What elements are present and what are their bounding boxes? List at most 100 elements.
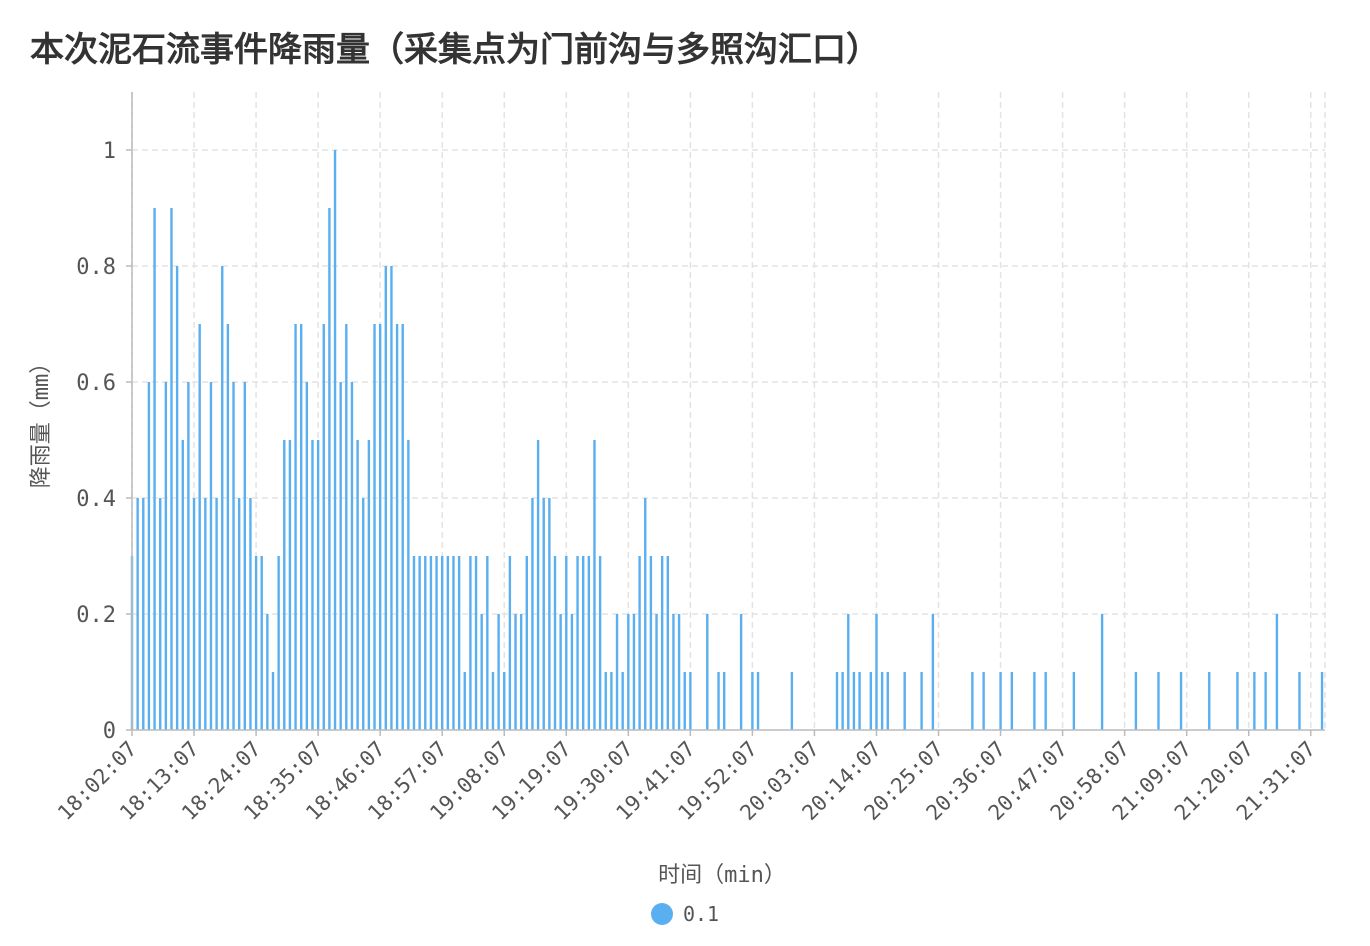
bar[interactable] xyxy=(373,324,376,730)
bar[interactable] xyxy=(356,440,359,730)
bar[interactable] xyxy=(424,556,427,730)
bar[interactable] xyxy=(931,614,935,730)
bar[interactable] xyxy=(452,556,455,730)
bar[interactable] xyxy=(288,440,292,730)
bar[interactable] xyxy=(1208,672,1211,730)
bar[interactable] xyxy=(181,440,184,730)
bar[interactable] xyxy=(570,614,574,730)
bar[interactable] xyxy=(159,498,162,730)
bar[interactable] xyxy=(260,556,263,730)
bar[interactable] xyxy=(1134,672,1138,730)
bar[interactable] xyxy=(514,614,517,730)
bar[interactable] xyxy=(660,556,664,730)
bar[interactable] xyxy=(790,672,794,730)
legend[interactable]: 0.1 xyxy=(0,902,1370,926)
bar[interactable] xyxy=(271,672,275,730)
bar[interactable] xyxy=(1298,672,1301,730)
bar[interactable] xyxy=(723,672,726,730)
bar[interactable] xyxy=(457,556,461,730)
bar[interactable] xyxy=(1264,672,1267,730)
bar[interactable] xyxy=(333,150,337,730)
bar[interactable] xyxy=(756,672,760,730)
bar[interactable] xyxy=(920,672,923,730)
bar[interactable] xyxy=(300,324,303,730)
bar[interactable] xyxy=(226,324,230,730)
bar[interactable] xyxy=(1100,614,1104,730)
bar[interactable] xyxy=(869,672,873,730)
bar[interactable] xyxy=(503,672,506,730)
bar[interactable] xyxy=(322,324,325,730)
bar[interactable] xyxy=(1179,672,1183,730)
bar[interactable] xyxy=(553,556,557,730)
bar[interactable] xyxy=(751,672,754,730)
bar[interactable] xyxy=(717,672,720,730)
bar[interactable] xyxy=(237,498,241,730)
bar[interactable] xyxy=(390,266,393,730)
bar[interactable] xyxy=(683,672,686,730)
bar[interactable] xyxy=(412,556,416,730)
bar[interactable] xyxy=(903,672,906,730)
bar[interactable] xyxy=(508,556,512,730)
bar[interactable] xyxy=(525,556,528,730)
bar[interactable] xyxy=(345,324,348,730)
bar[interactable] xyxy=(638,556,641,730)
bar[interactable] xyxy=(1072,672,1076,730)
bar[interactable] xyxy=(542,498,545,730)
bar[interactable] xyxy=(598,556,602,730)
bar[interactable] xyxy=(418,556,421,730)
bar[interactable] xyxy=(407,440,410,730)
bar[interactable] xyxy=(480,614,483,730)
bar[interactable] xyxy=(604,672,607,730)
bar[interactable] xyxy=(243,382,246,730)
bar[interactable] xyxy=(576,556,579,730)
bar[interactable] xyxy=(294,324,297,730)
bar[interactable] xyxy=(999,672,1002,730)
bar[interactable] xyxy=(649,556,653,730)
bar[interactable] xyxy=(1320,672,1324,730)
bar[interactable] xyxy=(350,382,354,730)
bar[interactable] xyxy=(689,672,692,730)
bar[interactable] xyxy=(463,672,466,730)
bar[interactable] xyxy=(362,498,365,730)
bar[interactable] xyxy=(1253,672,1256,730)
bar[interactable] xyxy=(435,556,438,730)
bar[interactable] xyxy=(187,382,190,730)
bar[interactable] xyxy=(875,614,878,730)
bar[interactable] xyxy=(841,672,844,730)
bar[interactable] xyxy=(215,498,218,730)
bar[interactable] xyxy=(531,498,534,730)
bar[interactable] xyxy=(142,498,145,730)
bar[interactable] xyxy=(469,556,472,730)
bar[interactable] xyxy=(153,208,156,730)
bar[interactable] xyxy=(615,614,619,730)
bar[interactable] xyxy=(209,382,213,730)
bar[interactable] xyxy=(401,324,404,730)
bar[interactable] xyxy=(971,672,974,730)
bar[interactable] xyxy=(1010,672,1014,730)
bar[interactable] xyxy=(147,382,151,730)
bar[interactable] xyxy=(491,672,495,730)
bar[interactable] xyxy=(1236,672,1239,730)
bar[interactable] xyxy=(655,614,658,730)
bar[interactable] xyxy=(627,614,630,730)
bar[interactable] xyxy=(847,614,850,730)
bar[interactable] xyxy=(886,672,889,730)
bar[interactable] xyxy=(311,440,314,730)
bar[interactable] xyxy=(136,498,139,730)
bar[interactable] xyxy=(982,672,985,730)
bar[interactable] xyxy=(175,266,179,730)
bar[interactable] xyxy=(835,672,839,730)
bar[interactable] xyxy=(536,440,540,730)
bar[interactable] xyxy=(739,614,743,730)
bar[interactable] xyxy=(706,614,709,730)
bar[interactable] xyxy=(610,672,613,730)
bar[interactable] xyxy=(249,498,252,730)
bar[interactable] xyxy=(677,614,681,730)
bar[interactable] xyxy=(666,556,669,730)
bar[interactable] xyxy=(559,614,562,730)
bar[interactable] xyxy=(632,614,636,730)
bar[interactable] xyxy=(192,498,196,730)
bar[interactable] xyxy=(1044,672,1047,730)
bar[interactable] xyxy=(1275,614,1279,730)
bar[interactable] xyxy=(198,324,201,730)
